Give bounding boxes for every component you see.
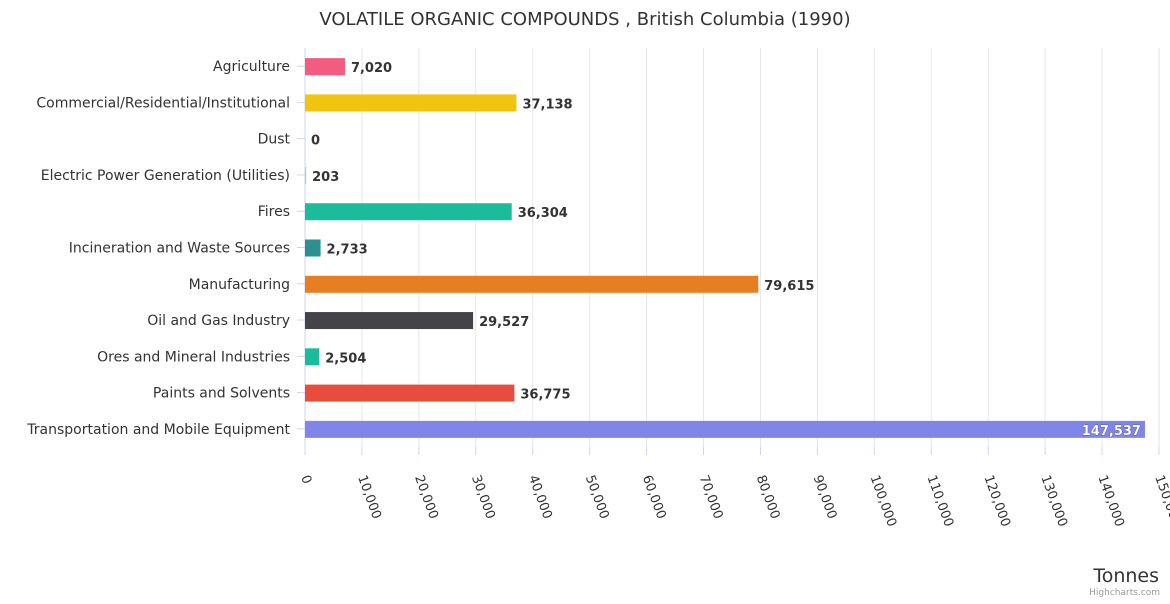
- data-label: 203: [312, 170, 339, 185]
- bar: [305, 239, 321, 257]
- tick-label: 110,000: [924, 473, 956, 529]
- bar: [305, 275, 759, 293]
- bar: [305, 203, 512, 221]
- tick-label: 130,000: [1037, 473, 1069, 529]
- chart-title: VOLATILE ORGANIC COMPOUNDS , British Col…: [319, 9, 850, 30]
- category-label: Manufacturing: [189, 277, 290, 293]
- tick-label: 40,000: [525, 473, 555, 521]
- tick-label: 20,000: [411, 473, 441, 521]
- tick-label: 120,000: [980, 473, 1012, 529]
- tick-label: 60,000: [639, 473, 669, 521]
- bar: [305, 312, 474, 330]
- category-label: Fires: [258, 204, 290, 220]
- data-label: 2,733: [327, 243, 368, 258]
- category-label: Paints and Solvents: [153, 386, 290, 402]
- bar: [305, 384, 515, 402]
- data-label: 29,527: [479, 315, 529, 330]
- category-label: Dust: [258, 132, 291, 148]
- data-label: 0: [311, 134, 320, 149]
- category-label: Electric Power Generation (Utilities): [41, 168, 290, 184]
- data-label: 36,775: [520, 388, 570, 403]
- tick-label: 0: [297, 473, 314, 486]
- credits-link[interactable]: Highcharts.com: [1089, 588, 1160, 598]
- category-label: Commercial/Residential/Institutional: [36, 95, 290, 111]
- data-label: 7,020: [351, 61, 392, 76]
- bar: [305, 58, 345, 76]
- data-label: 2,504: [325, 351, 366, 366]
- category-label: Transportation and Mobile Equipment: [26, 422, 290, 438]
- bar: [305, 94, 517, 112]
- data-label: 37,138: [522, 97, 572, 112]
- bar: [305, 420, 1145, 438]
- value-axis-title: Tonnes: [1092, 565, 1159, 587]
- bar: [305, 348, 320, 366]
- tick-label: 30,000: [468, 473, 498, 521]
- category-label: Incineration and Waste Sources: [69, 241, 290, 257]
- tick-label: 90,000: [810, 473, 840, 521]
- tick-label: 80,000: [753, 473, 783, 521]
- tick-label: 100,000: [867, 473, 899, 529]
- data-label: 36,304: [518, 206, 568, 221]
- tick-label: 70,000: [696, 473, 726, 521]
- data-label: 147,537: [1082, 424, 1141, 439]
- category-label: Ores and Mineral Industries: [97, 349, 290, 365]
- tick-label: 10,000: [354, 473, 384, 521]
- category-label: Oil and Gas Industry: [147, 313, 290, 329]
- tick-label: 140,000: [1094, 473, 1126, 529]
- data-label: 79,615: [764, 279, 814, 294]
- bar: [305, 166, 307, 184]
- category-label: Agriculture: [213, 59, 290, 75]
- tick-label: 50,000: [582, 473, 612, 521]
- tick-label: 150,000: [1151, 473, 1170, 529]
